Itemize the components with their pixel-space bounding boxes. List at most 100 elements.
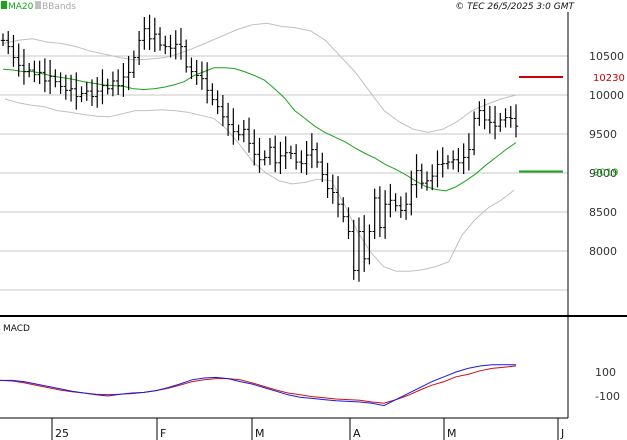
ohlc-bar: [482, 98, 487, 130]
ohlc-bar: [513, 104, 519, 138]
macd-title: MACD: [3, 324, 30, 334]
ohlc-bar: [100, 69, 105, 105]
macd-y-tick-label: -100: [595, 390, 620, 403]
ohlc-bar: [241, 119, 246, 143]
ohlc-bar: [115, 69, 121, 95]
ohlc-bar: [367, 224, 372, 265]
ohlc-bar: [168, 34, 173, 58]
ohlc-bar: [341, 197, 346, 223]
ohlc-bar: [0, 33, 6, 47]
ohlc-bar: [42, 58, 48, 93]
ohlc-bar: [393, 193, 398, 212]
ohlc-bar: [273, 135, 278, 173]
ohlc-bar: [409, 170, 414, 216]
ohlc-bar: [320, 152, 325, 183]
ohlc-bar: [225, 102, 231, 136]
ohlc-bar: [267, 137, 273, 165]
ohlc-bar: [471, 111, 477, 156]
macd-y-tick-label: 100: [595, 366, 616, 379]
ohlc-bar: [231, 108, 236, 145]
ohlc-bar: [204, 62, 210, 104]
ohlc-bar: [262, 150, 267, 166]
ohlc-bar: [126, 56, 131, 91]
ohlc-bar: [74, 72, 79, 110]
price-y-ticks: 8000 8500 9000 9500 10000 10500: [589, 50, 624, 258]
ohlc-bar: [325, 162, 330, 198]
ohlc-bar: [110, 71, 116, 97]
ohlc-bar: [194, 59, 199, 85]
ohlc-bar: [293, 144, 299, 170]
ohlc-bar: [304, 141, 309, 175]
resistance-label: 10230: [593, 73, 625, 84]
x-tick-label: J: [560, 427, 564, 440]
legend-ma-label: MA20: [8, 2, 34, 12]
ohlc-bar: [351, 219, 356, 280]
ohlc-bar: [236, 124, 241, 141]
ohlc-bar: [199, 61, 205, 90]
bb-upper-line: [2, 22, 517, 133]
ohlc-bar: [361, 215, 367, 272]
ohlc-bar: [346, 207, 351, 239]
price-y-tick-label: 10000: [589, 89, 624, 102]
ohlc-bar: [487, 105, 493, 134]
ohlc-bar: [189, 57, 194, 80]
price-y-tick-label: 10500: [589, 50, 624, 63]
x-tick-label: A: [353, 427, 361, 440]
ma20-line: [2, 67, 517, 192]
ohlc-bar: [215, 90, 220, 115]
ohlc-bar: [163, 35, 168, 55]
ohlc-bar: [21, 48, 27, 85]
macd-y-ticks: 100 -100: [595, 366, 620, 403]
ohlc-bar: [330, 174, 335, 204]
price-levels: 10230 9019: [519, 73, 625, 179]
ohlc-bar: [47, 59, 53, 95]
ohlc-bar: [6, 31, 11, 55]
macd-line: [0, 364, 516, 407]
ohlc-bar: [398, 196, 404, 218]
ohlc-bar: [288, 145, 294, 160]
ohlc-bar: [419, 163, 424, 189]
macd-panel: MACD 100 -100: [0, 324, 620, 407]
copyright-text: © TEC 26/5/2025 3:0 GMT: [455, 2, 575, 12]
ohlc-bar: [68, 74, 74, 102]
ohlc-bar: [152, 17, 158, 52]
ohlc-bar: [445, 155, 451, 170]
ohlc-bar: [142, 17, 147, 50]
ohlc-bar: [58, 72, 63, 94]
ohlc-bar: [435, 150, 440, 188]
ohlc-bar: [314, 142, 320, 168]
ohlc-bar: [356, 217, 362, 282]
price-y-tick-label: 8500: [589, 206, 617, 219]
ohlc-bar: [105, 78, 110, 95]
ohlc-bar: [16, 43, 21, 77]
support-label: 9019: [593, 168, 618, 179]
price-y-tick-label: 9000: [589, 167, 617, 180]
ohlc-bar: [53, 69, 58, 88]
legend-ma-swatch: [1, 1, 7, 9]
ohlc-bar: [461, 143, 466, 175]
ohlc-bar: [173, 30, 178, 60]
x-tick-label: M: [447, 427, 457, 440]
ohlc-bar: [372, 188, 377, 239]
ohlc-bar: [466, 133, 472, 171]
ohlc-bar: [136, 31, 142, 66]
price-y-tick-label: 8000: [589, 245, 617, 258]
ohlc-bar: [95, 77, 100, 108]
ohlc-bar: [63, 74, 69, 100]
price-grid: [0, 55, 568, 291]
x-axis: 25 F M A M J: [51, 418, 564, 440]
ohlc-bar: [283, 136, 288, 169]
ohlc-bar: [335, 176, 341, 218]
ohlc-bar: [220, 95, 226, 127]
ohlc-bar: [382, 190, 388, 239]
ohlc-bar: [252, 129, 257, 166]
ohlc-bar: [424, 171, 430, 191]
ohlc-bar: [121, 63, 126, 97]
ohlc-bar: [403, 192, 409, 220]
ohlc-bar: [388, 183, 393, 218]
price-y-tick-label: 9500: [589, 128, 617, 141]
x-tick-label: 25: [55, 427, 69, 440]
ohlc-bar: [178, 27, 184, 60]
ohlc-bar: [210, 83, 215, 106]
